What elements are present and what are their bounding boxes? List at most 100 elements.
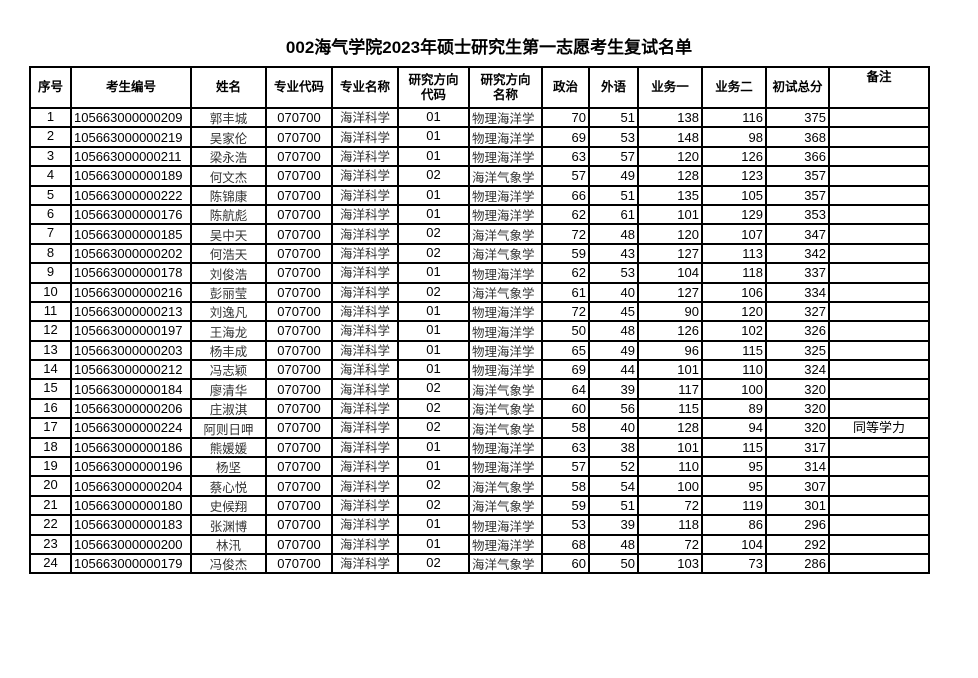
cell-total-score: 314	[765, 456, 830, 478]
cell-exam-id: 105663000000224	[70, 417, 192, 439]
cell-direction-name: 海洋气象学	[468, 223, 543, 245]
table-row: 4 105663000000189 何文杰 070700 海洋科学 02 海洋气象学 57 49…	[29, 165, 930, 187]
cell-direction-code: 02	[397, 475, 470, 497]
cell-direction-code: 01	[397, 184, 470, 206]
cell-remark	[828, 145, 930, 168]
cell-seq: 19	[29, 456, 72, 478]
cell-remark	[828, 126, 930, 148]
cell-foreign-language: 52	[588, 456, 639, 478]
cell-direction-code: 01	[397, 339, 470, 362]
cell-major-name: 海洋科学	[331, 533, 399, 556]
cell-politics: 62	[541, 262, 590, 284]
cell-total-score: 353	[765, 203, 830, 226]
cell-subject-one: 118	[637, 514, 703, 536]
cell-exam-id: 105663000000184	[70, 378, 192, 400]
cell-direction-name: 物理海洋学	[468, 203, 543, 226]
candidate-table: 序号 考生编号 姓名 专业代码 专业名称 研究方向 代码 研究方向 名称 政治 外语 业务一 业务二…	[29, 66, 930, 575]
cell-subject-two: 94	[701, 417, 767, 439]
cell-foreign-language: 51	[588, 106, 639, 129]
cell-major-code: 070700	[265, 475, 333, 497]
cell-remark	[828, 203, 930, 226]
cell-direction-name: 物理海洋学	[468, 126, 543, 148]
cell-foreign-language: 43	[588, 242, 639, 265]
table-row: 5 105663000000222 陈锦康 070700 海洋科学 01 物理海洋学 66 51…	[29, 184, 930, 206]
cell-direction-name: 海洋气象学	[468, 281, 543, 303]
cell-total-score: 366	[765, 145, 830, 168]
cell-direction-name: 海洋气象学	[468, 475, 543, 497]
cell-subject-two: 110	[701, 359, 767, 381]
cell-direction-name: 海洋气象学	[468, 494, 543, 517]
cell-major-code: 070700	[265, 456, 333, 478]
cell-subject-two: 120	[701, 300, 767, 323]
header-major-code: 专业代码	[265, 66, 333, 109]
cell-major-name: 海洋科学	[331, 184, 399, 206]
cell-subject-one: 128	[637, 165, 703, 187]
cell-subject-two: 86	[701, 514, 767, 536]
cell-name: 冯志颖	[190, 359, 267, 381]
header-seq: 序号	[29, 66, 72, 109]
cell-direction-code: 01	[397, 106, 470, 129]
cell-major-name: 海洋科学	[331, 514, 399, 536]
cell-exam-id: 105663000000185	[70, 223, 192, 245]
cell-subject-two: 98	[701, 126, 767, 148]
table-row: 22 105663000000183 张渊博 070700 海洋科学 01 物理海洋学 53 3…	[29, 514, 930, 536]
cell-name: 陈航彪	[190, 203, 267, 226]
cell-seq: 14	[29, 359, 72, 381]
cell-politics: 66	[541, 184, 590, 206]
cell-major-name: 海洋科学	[331, 417, 399, 439]
cell-total-score: 320	[765, 397, 830, 420]
header-politics: 政治	[541, 66, 590, 109]
cell-total-score: 327	[765, 300, 830, 323]
cell-name: 何文杰	[190, 165, 267, 187]
table-row: 14 105663000000212 冯志颖 070700 海洋科学 01 物理海洋学 69 4…	[29, 359, 930, 381]
cell-seq: 18	[29, 436, 72, 459]
cell-major-code: 070700	[265, 165, 333, 187]
cell-exam-id: 105663000000186	[70, 436, 192, 459]
cell-total-score: 342	[765, 242, 830, 265]
cell-direction-name: 物理海洋学	[468, 300, 543, 323]
cell-direction-name: 物理海洋学	[468, 359, 543, 381]
cell-seq: 20	[29, 475, 72, 497]
cell-major-name: 海洋科学	[331, 494, 399, 517]
cell-subject-one: 117	[637, 378, 703, 400]
cell-politics: 60	[541, 552, 590, 575]
cell-politics: 64	[541, 378, 590, 400]
cell-exam-id: 105663000000212	[70, 359, 192, 381]
cell-foreign-language: 51	[588, 184, 639, 206]
cell-subject-two: 123	[701, 165, 767, 187]
cell-remark	[828, 223, 930, 245]
cell-foreign-language: 50	[588, 552, 639, 575]
cell-name: 阿则日呷	[190, 417, 267, 439]
cell-subject-one: 138	[637, 106, 703, 129]
cell-name: 熊媛媛	[190, 436, 267, 459]
table-row: 19 105663000000196 杨坚 070700 海洋科学 01 物理海洋学 57 52…	[29, 456, 930, 478]
cell-exam-id: 105663000000189	[70, 165, 192, 187]
cell-direction-code: 01	[397, 436, 470, 459]
table-row: 17 105663000000224 阿则日呷 070700 海洋科学 02 海洋气象学 58…	[29, 417, 930, 439]
cell-foreign-language: 53	[588, 126, 639, 148]
cell-seq: 24	[29, 552, 72, 575]
table-row: 2 105663000000219 吴家伦 070700 海洋科学 01 物理海洋学 69 53…	[29, 126, 930, 148]
cell-major-code: 070700	[265, 145, 333, 168]
cell-total-score: 347	[765, 223, 830, 245]
cell-foreign-language: 40	[588, 281, 639, 303]
cell-politics: 63	[541, 145, 590, 168]
cell-seq: 10	[29, 281, 72, 303]
table-row: 15 105663000000184 廖清华 070700 海洋科学 02 海洋气象学 64 3…	[29, 378, 930, 400]
cell-major-name: 海洋科学	[331, 106, 399, 129]
cell-name: 陈锦康	[190, 184, 267, 206]
cell-seq: 11	[29, 300, 72, 323]
cell-subject-one: 127	[637, 281, 703, 303]
cell-major-name: 海洋科学	[331, 262, 399, 284]
cell-name: 王海龙	[190, 320, 267, 342]
cell-subject-two: 104	[701, 533, 767, 556]
cell-direction-name: 物理海洋学	[468, 145, 543, 168]
cell-foreign-language: 53	[588, 262, 639, 284]
cell-major-code: 070700	[265, 436, 333, 459]
cell-remark: 同等学力	[828, 417, 930, 439]
cell-major-name: 海洋科学	[331, 203, 399, 226]
cell-direction-code: 02	[397, 417, 470, 439]
header-subject-one: 业务一	[637, 66, 703, 109]
cell-subject-one: 90	[637, 300, 703, 323]
cell-exam-id: 105663000000180	[70, 494, 192, 517]
